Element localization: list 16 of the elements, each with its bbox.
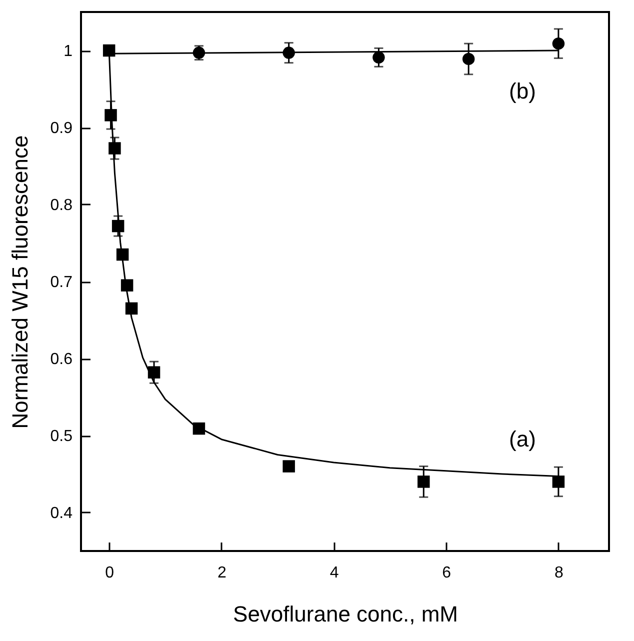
series-label: (a): [509, 426, 536, 452]
x-tick-label: 0: [105, 564, 114, 582]
y-axis-title: Normalized W15 fluorescence: [7, 135, 32, 429]
x-axis-title: Sevoflurane conc., mM: [233, 602, 458, 626]
y-tick-label: 0.6: [50, 351, 73, 368]
x-tick-label: 6: [442, 564, 452, 582]
y-tick-label: 1: [64, 43, 73, 60]
y-tick-label: 0.7: [50, 274, 73, 291]
y-tick-label: 0.9: [50, 120, 73, 137]
series-label: (b): [509, 78, 536, 104]
x-tick-label: 4: [330, 564, 339, 582]
x-tick-label: 8: [554, 564, 564, 582]
y-tick-label: 0.5: [50, 428, 73, 445]
x-tick-label: 2: [217, 564, 226, 582]
y-tick-label: 0.4: [50, 505, 73, 522]
y-tick-label: 0.8: [50, 197, 73, 214]
